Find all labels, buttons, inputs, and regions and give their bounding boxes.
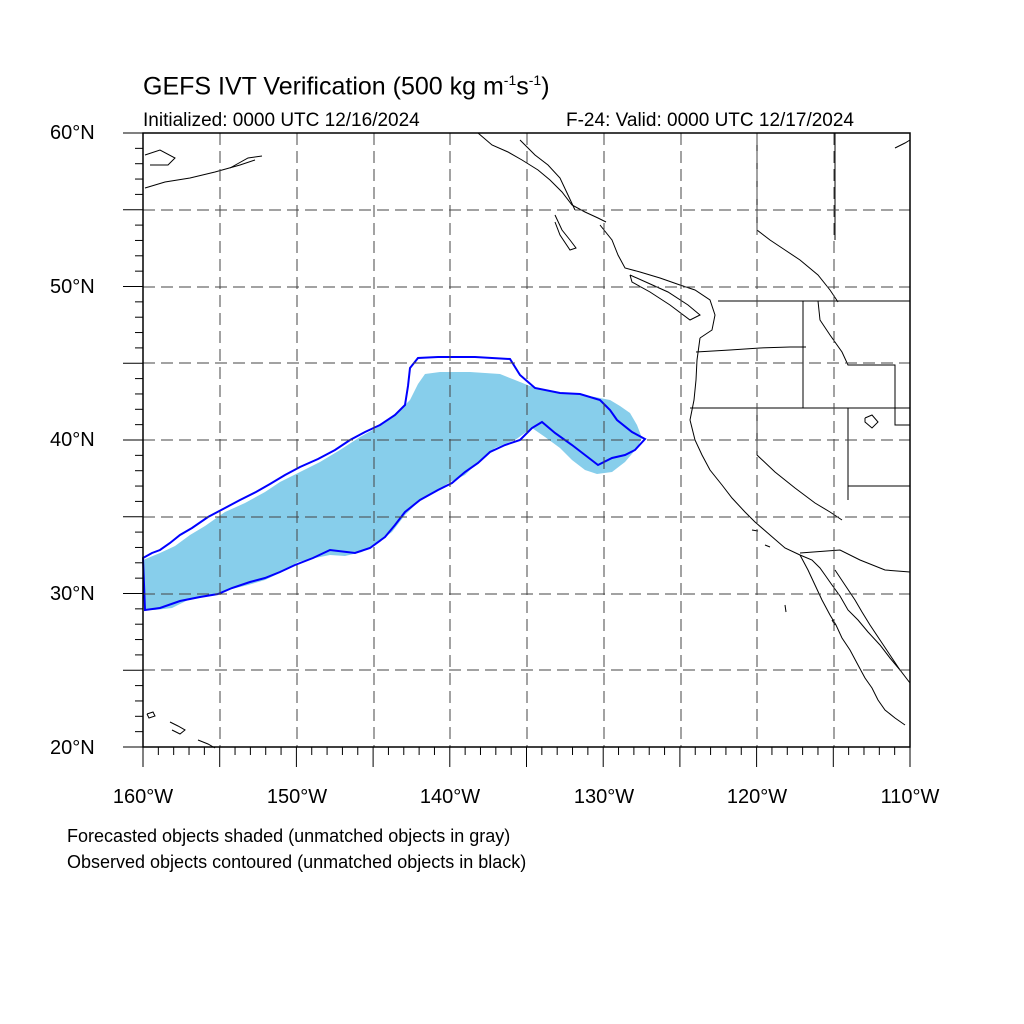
- lon-label-110w: 110°W: [880, 786, 940, 808]
- axis-ticks: [123, 132, 911, 767]
- lon-label-160w: 160°W: [112, 786, 174, 808]
- forecast-note: Forecasted objects shaded (unmatched obj…: [67, 826, 511, 846]
- chart-title: GEFS IVT Verification (500 kg m-1s-1): [143, 72, 550, 101]
- lon-label-140w: 140°W: [419, 786, 481, 808]
- lat-label-50: 50°N: [50, 276, 95, 298]
- forecast-ivt-object: [143, 372, 642, 610]
- lat-label-40: 40°N: [50, 429, 95, 451]
- observed-note: Observed objects contoured (unmatched ob…: [67, 852, 527, 872]
- political-borders: [690, 133, 911, 573]
- initialized-time: Initialized: 0000 UTC 12/16/2024: [143, 110, 420, 131]
- lon-label-130w: 130°W: [573, 786, 635, 808]
- lon-label-120w: 120°W: [726, 786, 788, 808]
- observed-ivt-contour: [141, 356, 647, 612]
- lon-label-150w: 150°W: [266, 786, 328, 808]
- coastlines: [144, 132, 911, 749]
- lat-label-30: 30°N: [50, 583, 95, 605]
- lat-label-60: 60°N: [50, 122, 95, 144]
- valid-time: F-24: Valid: 0000 UTC 12/17/2024: [566, 110, 854, 131]
- graticule: [143, 133, 910, 747]
- lat-label-20: 20°N: [50, 737, 95, 759]
